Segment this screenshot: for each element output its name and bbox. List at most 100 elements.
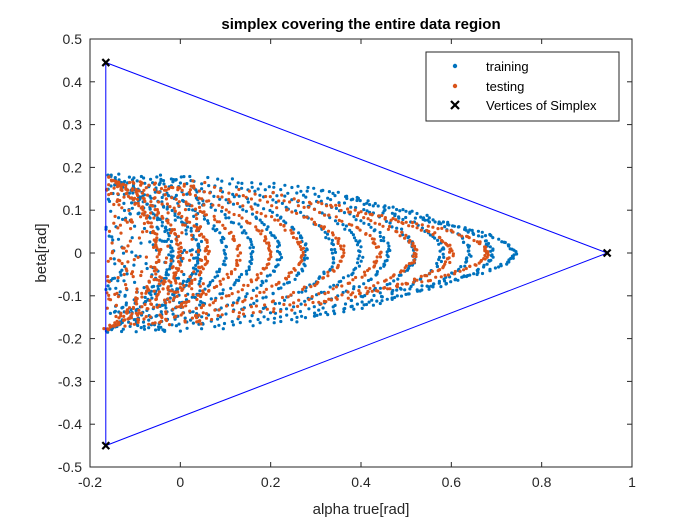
point-testing	[235, 247, 239, 251]
point-testing	[407, 262, 411, 266]
point-training	[223, 251, 227, 255]
point-testing	[443, 273, 447, 277]
point-testing	[194, 313, 198, 318]
point-testing	[157, 258, 161, 262]
point-testing	[259, 212, 263, 216]
point-testing	[263, 235, 267, 239]
point-training	[165, 207, 169, 211]
point-testing	[342, 244, 346, 248]
point-testing	[386, 287, 390, 291]
point-training	[121, 327, 125, 331]
point-testing	[163, 298, 167, 302]
point-training	[280, 201, 284, 205]
point-training	[244, 295, 248, 299]
point-testing	[128, 239, 132, 243]
point-testing	[181, 311, 185, 315]
point-testing	[238, 251, 242, 255]
point-testing	[282, 224, 286, 228]
point-testing	[440, 226, 444, 230]
point-testing	[337, 218, 341, 222]
point-training	[218, 231, 222, 235]
point-testing	[415, 222, 419, 226]
point-training	[106, 284, 110, 288]
point-testing	[241, 194, 245, 198]
point-training	[171, 312, 175, 316]
point-testing	[131, 305, 135, 310]
point-training	[262, 315, 266, 319]
point-training	[194, 272, 198, 276]
point-training	[150, 285, 154, 289]
point-training	[295, 320, 299, 324]
point-training	[313, 311, 317, 315]
point-testing	[124, 187, 128, 191]
point-testing	[174, 197, 178, 201]
point-testing	[142, 221, 146, 226]
point-testing	[164, 260, 168, 265]
point-training	[465, 259, 469, 263]
point-training	[127, 191, 131, 195]
point-testing	[349, 293, 353, 297]
point-testing	[177, 267, 181, 271]
point-testing	[254, 225, 258, 229]
simplex-layer	[101, 58, 612, 450]
point-training	[163, 303, 167, 307]
point-training	[223, 263, 227, 267]
point-testing	[243, 298, 247, 302]
point-testing	[362, 270, 367, 274]
point-testing	[152, 216, 156, 220]
point-training	[272, 321, 276, 325]
point-testing	[237, 213, 241, 218]
point-testing	[366, 289, 370, 293]
point-training	[246, 200, 250, 204]
point-testing	[152, 182, 157, 186]
point-training	[220, 209, 224, 213]
point-training	[333, 303, 337, 307]
point-testing	[335, 297, 339, 301]
point-training	[222, 248, 226, 252]
point-testing	[160, 202, 164, 206]
point-testing	[237, 243, 241, 247]
point-training	[155, 218, 160, 222]
point-testing	[374, 289, 378, 293]
point-training	[327, 237, 331, 241]
point-testing	[305, 215, 309, 219]
point-training	[232, 195, 236, 199]
point-testing	[267, 257, 271, 261]
point-testing	[360, 275, 364, 279]
point-training	[431, 285, 435, 289]
point-testing	[224, 294, 228, 298]
point-training	[378, 286, 382, 290]
point-training	[333, 194, 337, 198]
point-training	[275, 258, 279, 262]
point-training	[298, 309, 302, 314]
point-testing	[124, 249, 128, 253]
point-training	[356, 257, 360, 261]
point-testing	[156, 190, 160, 194]
point-training	[437, 242, 441, 246]
point-testing	[271, 299, 275, 303]
point-training	[142, 286, 146, 290]
point-testing	[354, 275, 358, 280]
point-training	[486, 241, 491, 246]
point-testing	[147, 183, 151, 187]
point-training	[361, 255, 365, 259]
point-testing	[119, 231, 123, 235]
point-testing	[232, 234, 236, 238]
point-training	[119, 273, 123, 277]
point-training	[231, 192, 235, 196]
point-training	[229, 286, 233, 290]
point-testing	[190, 237, 194, 241]
point-training	[167, 234, 171, 238]
point-training	[260, 279, 264, 283]
point-testing	[149, 211, 153, 215]
point-testing	[178, 186, 182, 190]
point-training	[460, 275, 464, 279]
point-testing	[180, 270, 184, 274]
point-testing	[176, 290, 180, 294]
point-testing	[159, 314, 163, 318]
point-testing	[319, 224, 323, 228]
point-training	[348, 228, 352, 232]
point-testing	[147, 279, 151, 283]
point-training	[490, 253, 494, 257]
point-testing	[198, 209, 202, 213]
